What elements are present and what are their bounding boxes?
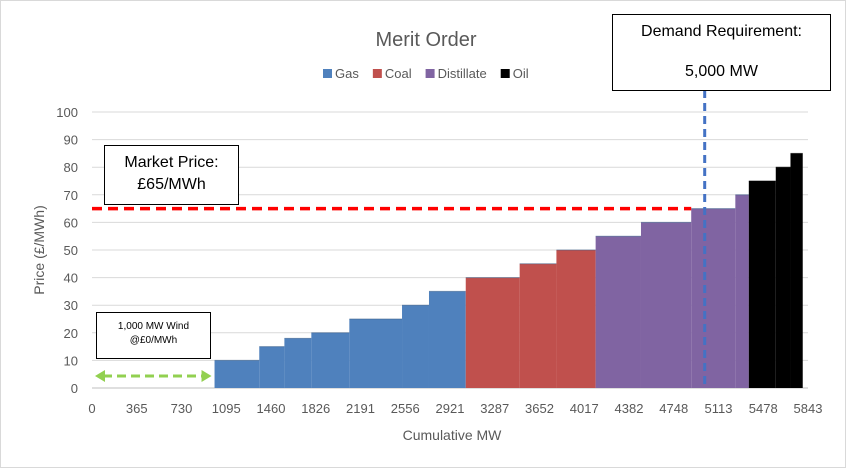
x-tick-label: 1095 xyxy=(212,401,241,416)
x-tick-label: 2556 xyxy=(391,401,420,416)
x-axis-label: Cumulative MW xyxy=(403,427,503,443)
market-price-value: £65/MWh xyxy=(137,176,206,193)
bar-gas xyxy=(428,291,466,388)
legend-swatch-distillate xyxy=(425,69,435,78)
x-tick-label: 3287 xyxy=(480,401,509,416)
bar-series xyxy=(214,152,803,388)
bar-coal xyxy=(465,277,520,388)
bar-gas xyxy=(311,332,350,388)
bar-oil xyxy=(790,153,803,388)
wind-arrow-left-head xyxy=(95,370,105,382)
wind-arrow-right-head xyxy=(201,370,212,382)
bar-distillate xyxy=(735,194,749,388)
x-tick-label: 0 xyxy=(88,401,95,416)
bar-oil xyxy=(775,167,791,388)
market-price-label: Market Price: xyxy=(124,154,219,171)
x-tick-label: 730 xyxy=(171,401,193,416)
tick-labels: 0 10 20 30 40 50 60 70 80 90 100 0 365 730 1095 1460 182… xyxy=(56,105,822,416)
y-tick-label: 30 xyxy=(64,298,78,313)
bar-gas xyxy=(214,360,260,388)
y-tick-label: 40 xyxy=(64,271,78,286)
y-tick-label: 90 xyxy=(64,133,78,148)
demand-requirement-value: 5,000 MW xyxy=(685,63,758,80)
legend-label-oil: Oil xyxy=(513,66,529,81)
bar-distillate xyxy=(640,222,692,388)
y-tick-label: 70 xyxy=(64,188,78,203)
bar-coal xyxy=(519,263,557,388)
x-tick-label: 1460 xyxy=(257,401,286,416)
chart-title: Merit Order xyxy=(375,29,476,51)
wind-capacity-label: 1,000 MW Wind xyxy=(117,321,190,332)
x-tick-label: 4748 xyxy=(659,401,688,416)
x-tick-label: 2191 xyxy=(346,401,375,416)
wind-price-label: @£0/MWh xyxy=(129,335,178,346)
market-price-callout: Market Price: £65/MWh xyxy=(104,145,239,205)
x-tick-label: 365 xyxy=(126,401,148,416)
demand-requirement-callout: Demand Requirement: 5,000 MW xyxy=(612,14,831,91)
legend-label-coal: Coal xyxy=(385,66,412,81)
bar-coal xyxy=(556,250,596,388)
wind-callout: 1,000 MW Wind @£0/MWh xyxy=(96,312,211,359)
reference-lines xyxy=(92,90,707,388)
bar-distillate xyxy=(691,208,736,388)
legend-swatch-gas xyxy=(323,69,332,78)
x-tick-label: 2921 xyxy=(436,401,465,416)
y-tick-label: 50 xyxy=(64,243,78,258)
legend-label-distillate: Distillate xyxy=(438,66,487,81)
x-tick-label: 1826 xyxy=(301,401,330,416)
x-tick-label: 4017 xyxy=(570,401,599,416)
legend: Gas Coal Distillate Oil xyxy=(323,66,529,81)
legend-swatch-oil xyxy=(500,69,510,78)
y-tick-label: 10 xyxy=(64,353,78,368)
bar-oil xyxy=(748,181,776,388)
y-axis-label: Price (£/MWh) xyxy=(31,205,47,294)
y-tick-label: 20 xyxy=(64,326,78,341)
bar-gas xyxy=(259,346,285,388)
x-tick-label: 4382 xyxy=(615,401,644,416)
bar-gas xyxy=(349,319,403,388)
x-tick-label: 5478 xyxy=(749,401,778,416)
y-tick-label: 60 xyxy=(64,215,78,230)
x-tick-label: 5843 xyxy=(794,401,823,416)
legend-swatch-coal xyxy=(372,69,382,78)
legend-label-gas: Gas xyxy=(335,66,359,81)
x-tick-label: 3652 xyxy=(525,401,554,416)
bar-distillate xyxy=(595,236,641,388)
y-tick-label: 80 xyxy=(64,160,78,175)
demand-requirement-label: Demand Requirement: xyxy=(641,23,802,40)
bar-gas xyxy=(402,305,429,388)
y-tick-label: 100 xyxy=(56,105,78,120)
bar-gas xyxy=(284,338,312,388)
y-tick-label: 0 xyxy=(71,381,78,396)
x-tick-label: 5113 xyxy=(705,401,733,416)
